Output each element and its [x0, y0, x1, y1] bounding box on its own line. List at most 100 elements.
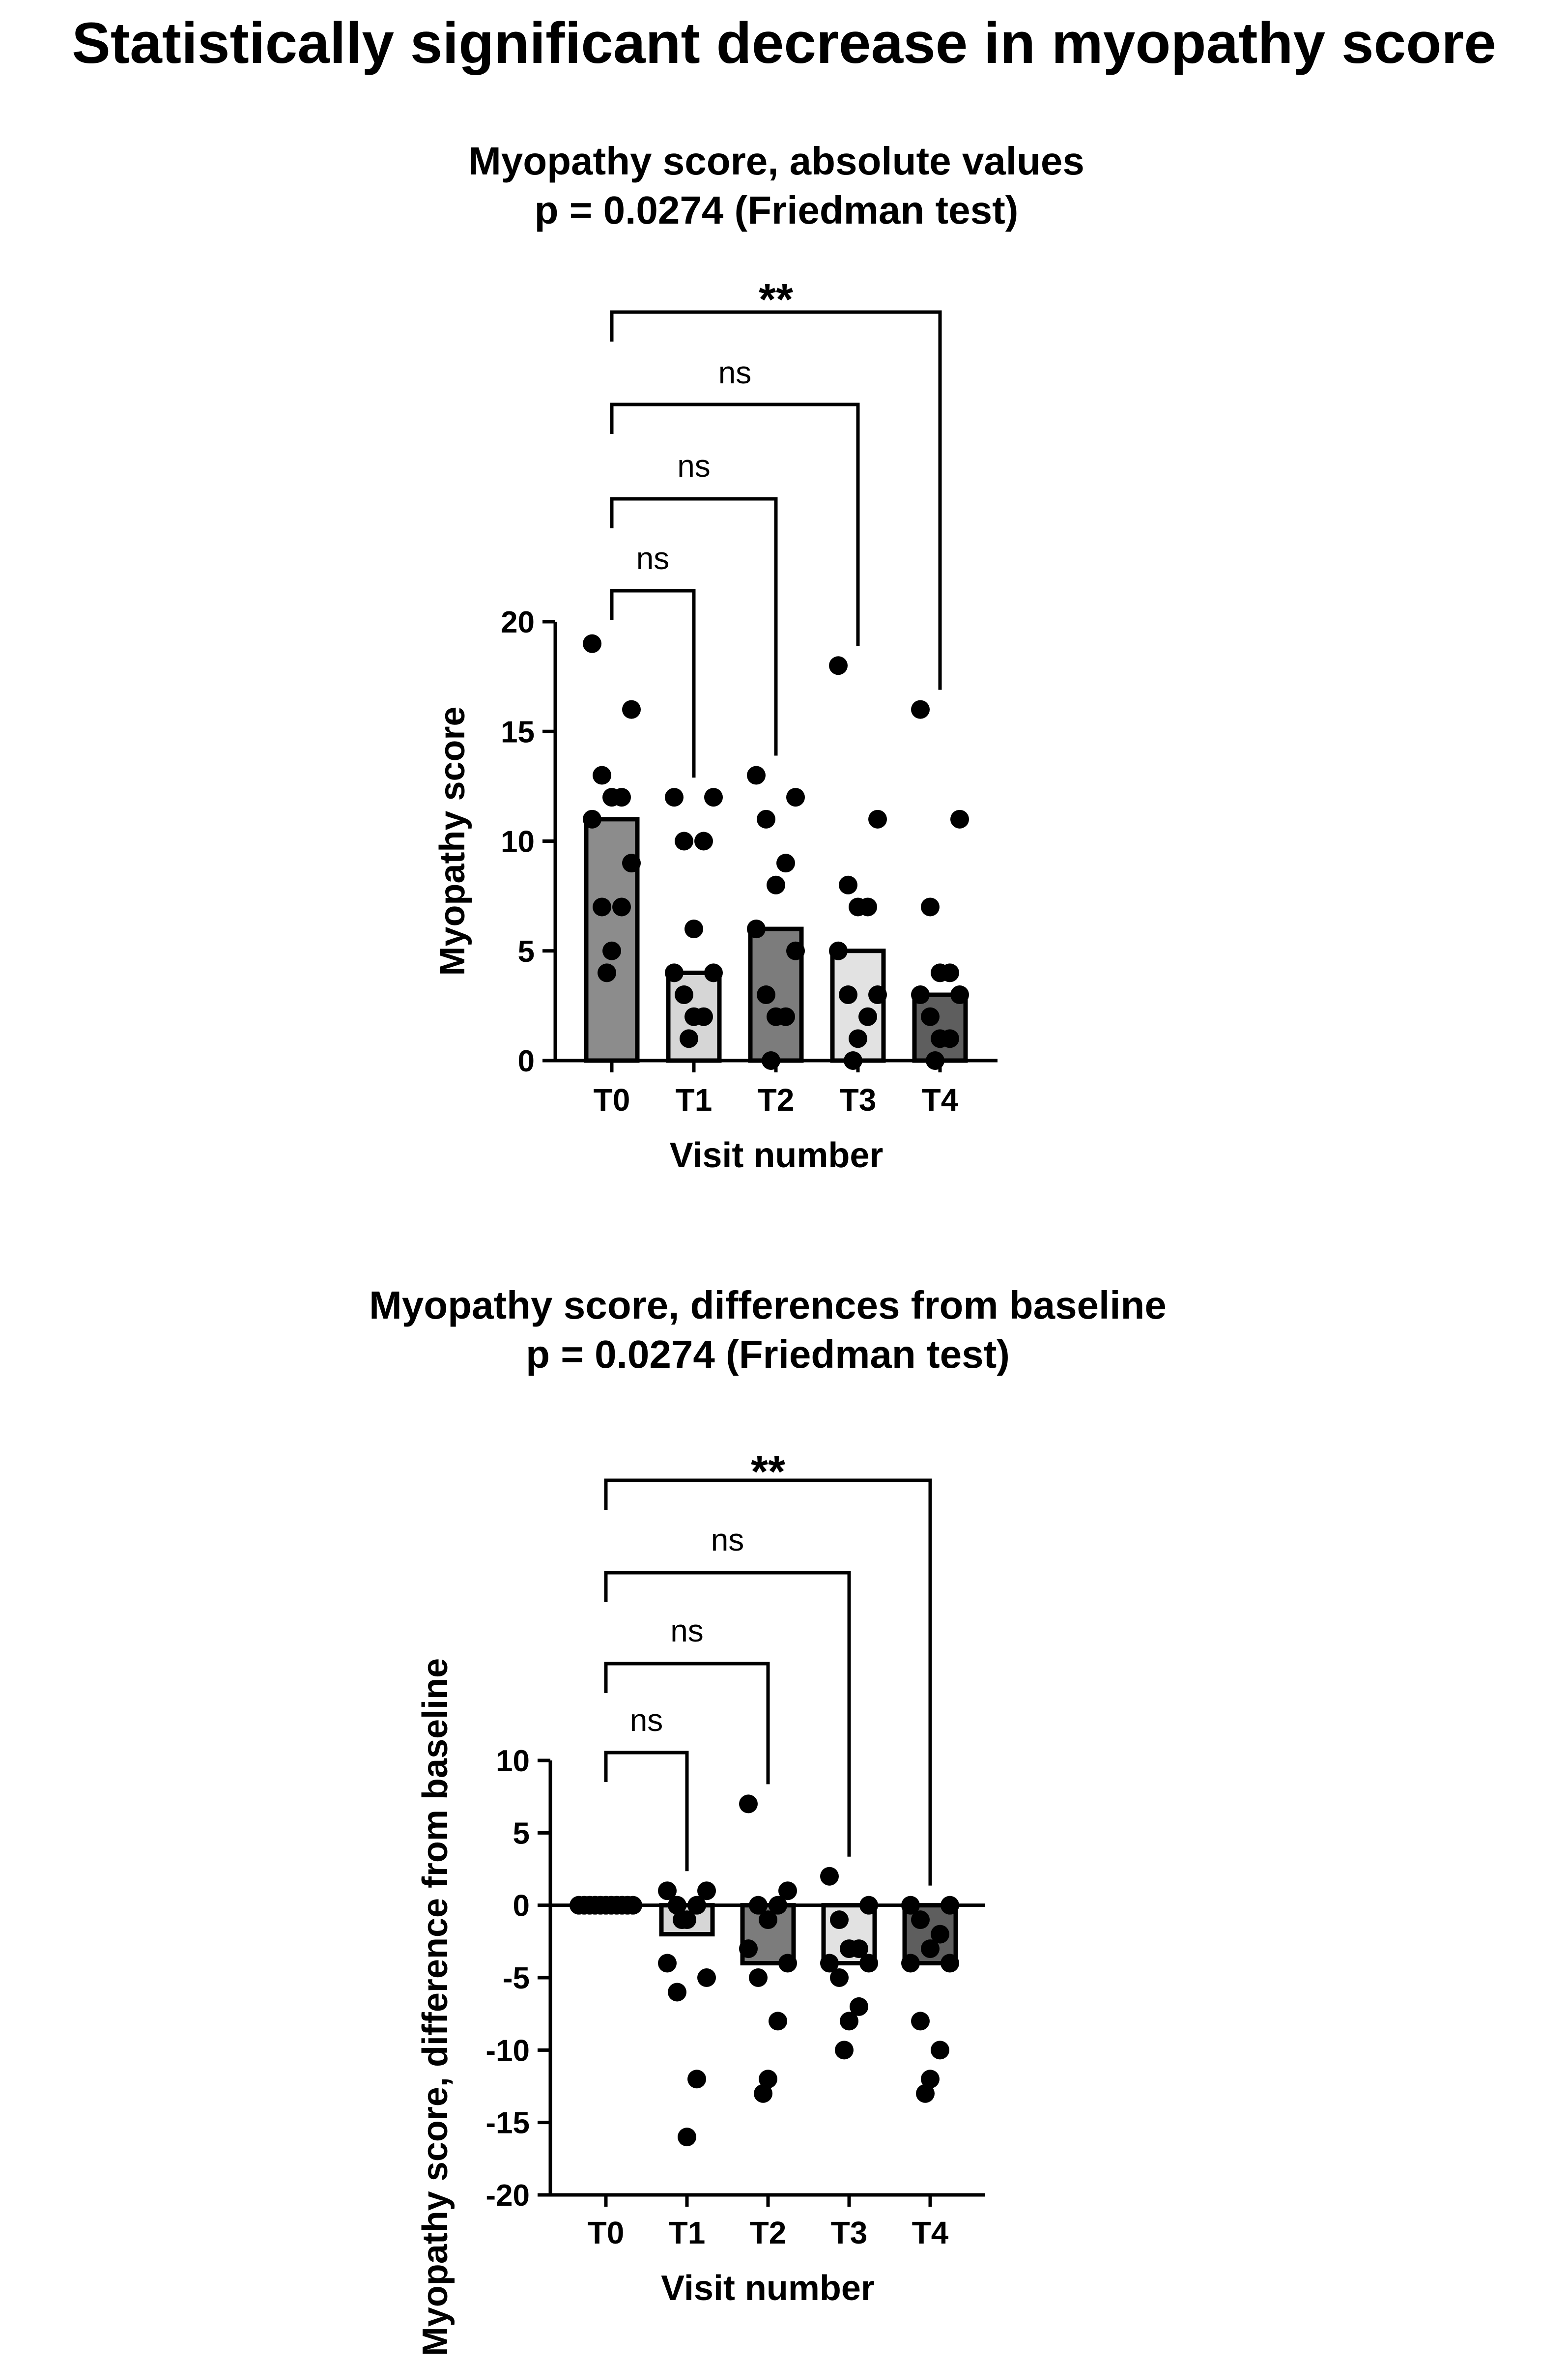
data-point-T0	[622, 700, 641, 719]
data-point-T2	[778, 1954, 797, 1973]
x-tick-label: T3	[840, 1082, 877, 1118]
data-point-T1	[665, 963, 684, 982]
significance-bracket	[604, 1662, 770, 1785]
data-point-T2	[769, 2012, 787, 2031]
data-point-T3	[840, 2012, 858, 2031]
significance-label: **	[759, 275, 793, 324]
data-point-T3	[820, 1954, 839, 1973]
chart-subtitle: p = 0.0274 (Friedman test)	[535, 188, 1019, 232]
data-point-T1	[668, 1896, 686, 1915]
data-point-T3	[859, 1954, 878, 1973]
data-point-T3	[830, 1968, 849, 1987]
y-tick-label: 15	[501, 715, 535, 749]
x-tick-label: T3	[831, 2215, 868, 2250]
significance-bracket	[604, 1478, 932, 1886]
y-tick-label: 5	[513, 1816, 530, 1850]
page-title: Statistically significant decrease in my…	[72, 11, 1496, 76]
data-point-T1	[704, 788, 723, 807]
x-tick-label: T4	[912, 2215, 949, 2250]
data-point-T0	[602, 788, 621, 807]
data-point-T1	[697, 1881, 716, 1901]
data-point-T1	[704, 963, 723, 982]
data-point-T1	[684, 1007, 703, 1026]
data-point-T1	[697, 1968, 716, 1987]
data-point-T4	[921, 1007, 940, 1026]
data-point-T4	[921, 2070, 940, 2089]
y-tick-label: 0	[518, 1044, 535, 1078]
data-point-T3	[850, 1997, 868, 2016]
data-point-T1	[680, 1029, 698, 1048]
data-point-T3	[835, 2041, 854, 2060]
data-point-T2	[778, 1881, 797, 1901]
data-point-T4	[911, 985, 930, 1005]
data-point-T1	[668, 1983, 686, 2002]
significance-bracket	[604, 1751, 689, 1872]
chart-title: Myopathy score, absolute values	[468, 139, 1084, 183]
data-point-T2	[786, 941, 805, 960]
data-point-T1	[665, 788, 684, 807]
y-tick-label: 5	[518, 935, 535, 969]
data-point-T4	[931, 1029, 949, 1048]
data-point-T4	[911, 1910, 930, 1930]
data-point-T3	[849, 897, 867, 917]
data-point-T2	[754, 2084, 772, 2103]
significance-label: ns	[677, 448, 711, 484]
x-tick-label: T0	[588, 2215, 625, 2250]
data-point-T1	[694, 832, 713, 851]
y-tick-label: 10	[496, 1744, 530, 1778]
data-point-T1	[675, 832, 693, 851]
data-point-T4	[950, 809, 969, 829]
data-point-T3	[868, 985, 887, 1005]
data-point-T3	[840, 1939, 858, 1959]
data-point-T2	[759, 1910, 777, 1930]
y-axis-label: Myopathy score, difference from baseline	[416, 1658, 455, 2356]
data-point-T2	[739, 1939, 758, 1959]
data-point-T2	[786, 788, 805, 807]
y-axis-label: Myopathy score	[433, 706, 472, 976]
data-point-T4	[941, 1954, 959, 1973]
significance-label: ns	[670, 1613, 704, 1648]
data-point-T2	[739, 1794, 758, 1814]
data-point-T4	[916, 2084, 935, 2103]
data-point-T3	[820, 1867, 839, 1886]
chart-subtitle: p = 0.0274 (Friedman test)	[526, 1332, 1010, 1376]
significance-label: ns	[630, 1702, 663, 1738]
data-point-T3	[859, 1896, 878, 1915]
data-point-T2	[759, 2070, 777, 2089]
data-point-T4	[931, 963, 949, 982]
x-tick-label: T2	[758, 1082, 795, 1118]
y-tick-label: -15	[485, 2106, 530, 2140]
data-point-T1	[687, 2070, 706, 2089]
data-point-T1	[658, 1881, 677, 1901]
data-point-T2	[757, 985, 775, 1005]
data-point-T0	[593, 897, 611, 917]
data-point-T4	[901, 1896, 920, 1915]
data-point-T2	[767, 1007, 785, 1026]
data-point-T4	[921, 897, 940, 917]
x-tick-label: T2	[750, 2215, 787, 2250]
significance-bracket	[610, 589, 696, 778]
data-point-T1	[687, 1896, 706, 1915]
data-point-T1	[684, 920, 703, 939]
data-point-T2	[747, 766, 766, 785]
significance-label: ns	[636, 541, 670, 576]
y-tick-label: -20	[485, 2179, 530, 2213]
data-point-T3	[849, 1029, 867, 1048]
data-point-T1	[658, 1954, 677, 1973]
x-tick-label: T0	[594, 1082, 630, 1118]
y-tick-label: 10	[501, 825, 535, 859]
data-point-T3	[830, 1910, 849, 1930]
y-tick-label: -10	[485, 2034, 530, 2068]
data-point-T3	[829, 941, 848, 960]
data-point-T4	[931, 2041, 949, 2060]
data-point-T2	[747, 920, 766, 939]
data-point-T3	[839, 875, 857, 894]
y-tick-label: 0	[513, 1889, 530, 1923]
significance-label: ns	[718, 355, 752, 390]
chart-differences-from-baseline: Myopathy score, differences from baselin…	[369, 1283, 1167, 2356]
data-point-T0	[598, 963, 616, 982]
significance-bracket	[610, 497, 778, 756]
data-point-T4	[901, 1954, 920, 1973]
data-point-T4	[911, 2012, 930, 2031]
data-point-T4	[931, 1925, 949, 1944]
